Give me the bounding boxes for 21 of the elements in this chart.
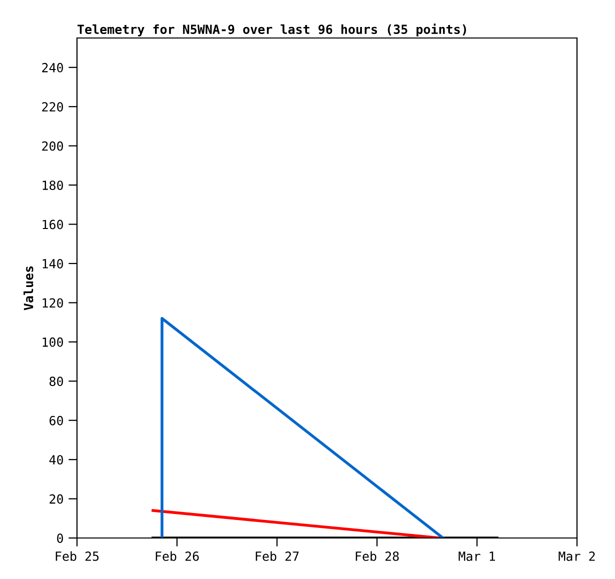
- chart-title: Telemetry for N5WNA-9 over last 96 hours (35 points): [78, 24, 466, 36]
- x-tick-label: Feb 27: [256, 551, 299, 561]
- x-tick-label: Mar 1: [458, 552, 495, 561]
- y-axis-title: Values: [24, 266, 34, 310]
- y-tick-label: 160: [42, 220, 63, 230]
- y-tick-label: 60: [50, 416, 63, 426]
- y-tick-label: 40: [49, 455, 63, 465]
- y-tick-label: 240: [42, 62, 63, 72]
- y-tick-label: 100: [42, 337, 63, 347]
- x-tick-label: Feb 25: [56, 551, 99, 561]
- x-tick-label: Feb 28: [356, 551, 399, 561]
- x-tick-label: Mar 2: [558, 551, 595, 561]
- y-tick-label: 180: [42, 180, 63, 190]
- y-tick-label: 200: [42, 141, 63, 151]
- x-tick-label: Feb 26: [156, 551, 199, 561]
- y-tick-label: 120: [42, 298, 63, 308]
- y-tick-label: 80: [50, 376, 63, 386]
- y-tick-label: 220: [42, 102, 63, 112]
- y-tick-label: 0: [57, 534, 63, 543]
- y-tick-label: 20: [50, 494, 63, 504]
- y-tick-label: 140: [42, 258, 63, 268]
